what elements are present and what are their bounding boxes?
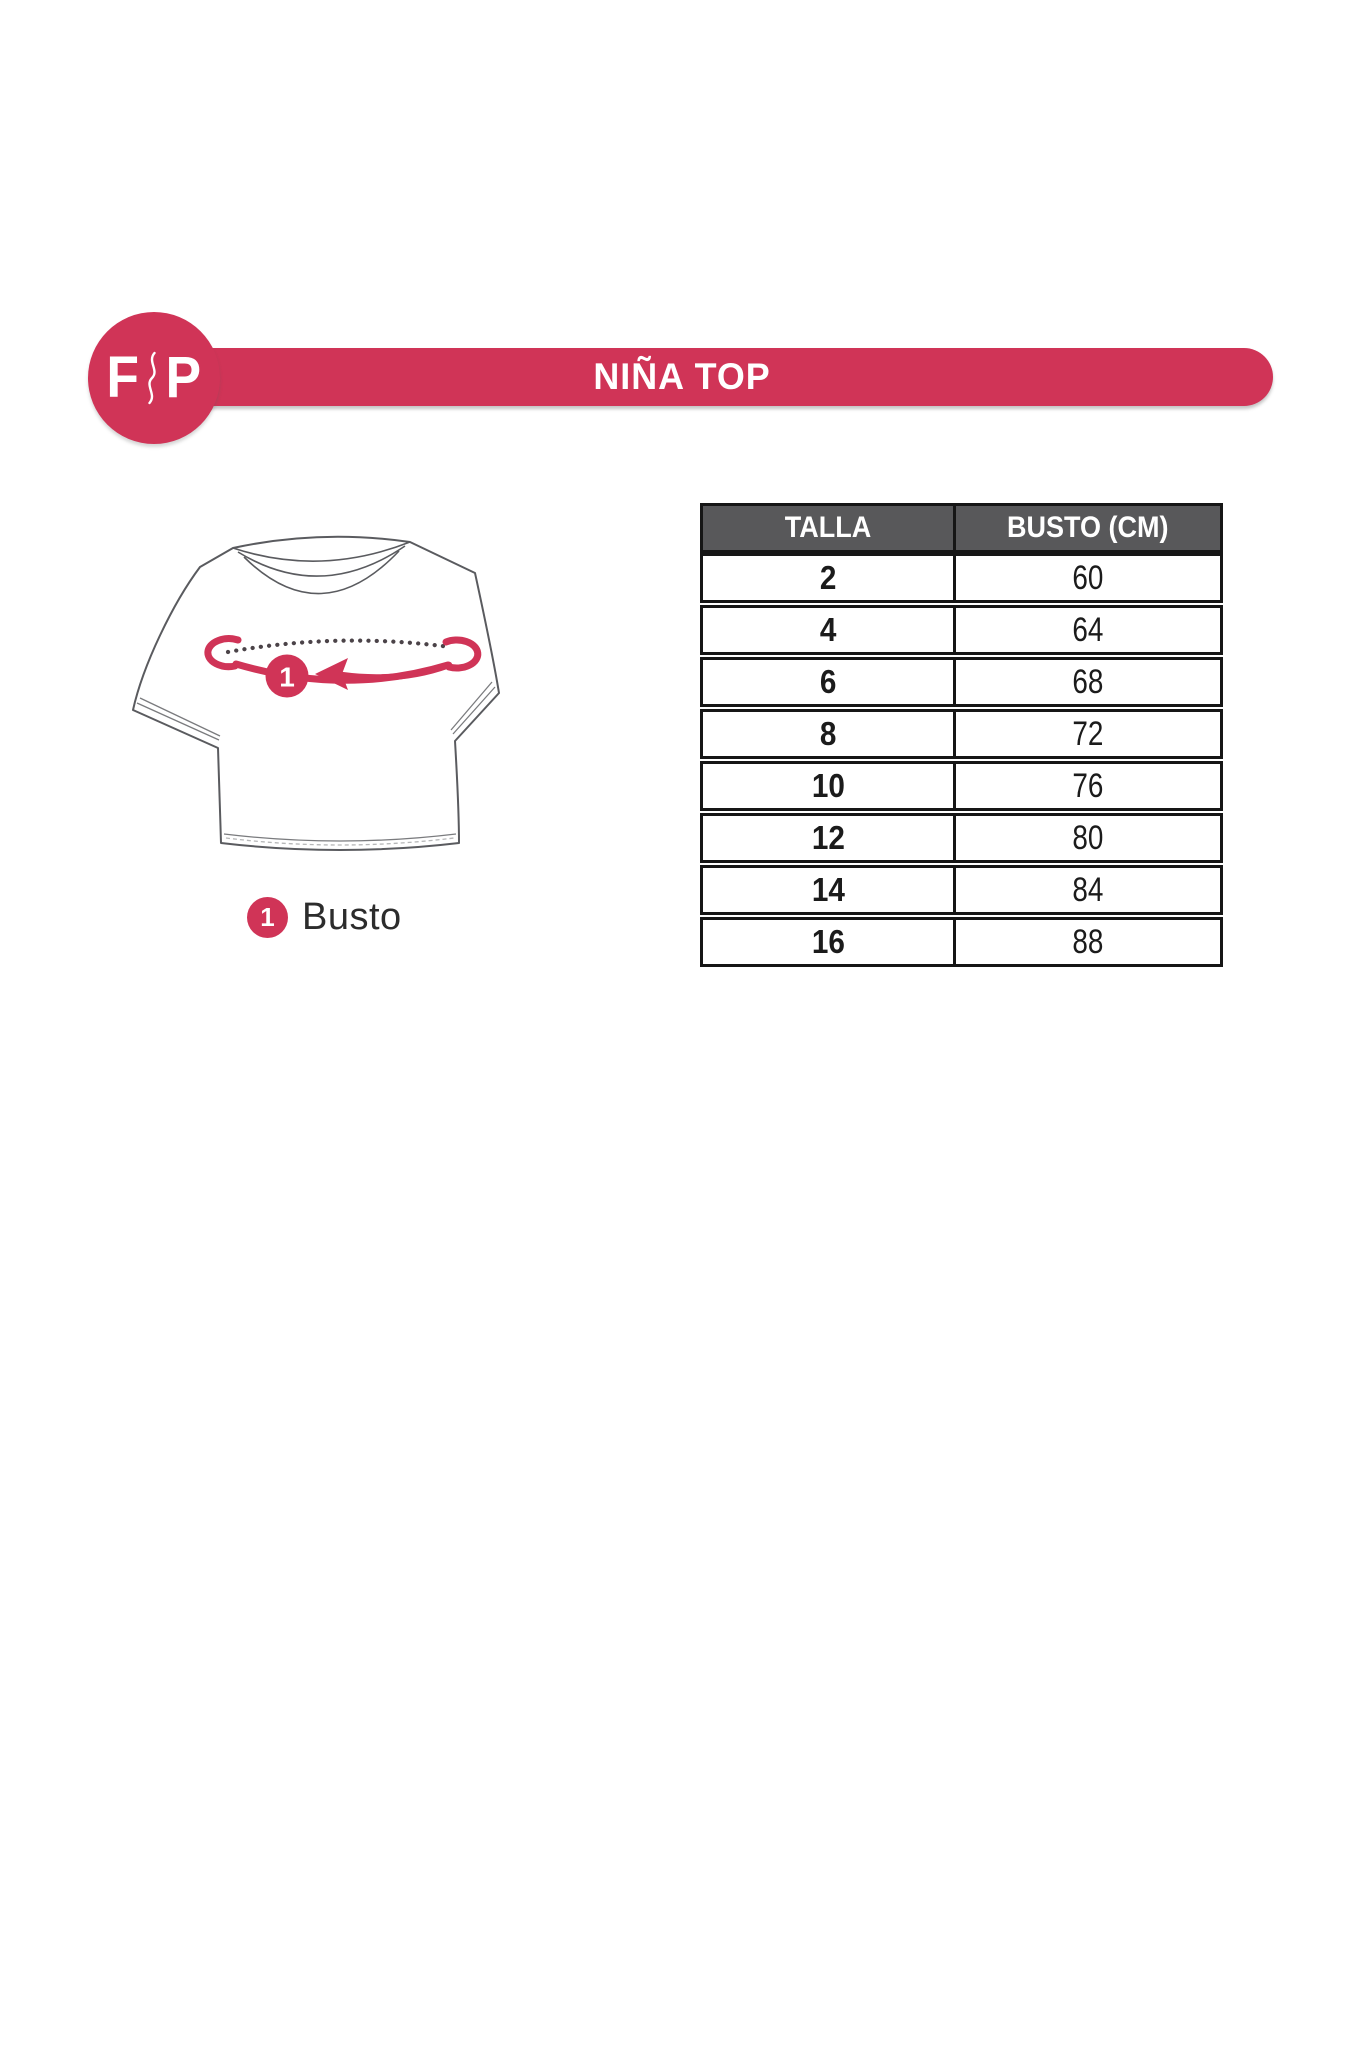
- busto-cell: 76: [953, 761, 1223, 811]
- talla-value: 14: [811, 871, 845, 908]
- talla-cell: 4: [700, 605, 956, 655]
- tape-right-end: [442, 636, 482, 672]
- table-body: 2 60 4 64 6 68 8 72 10 76 12 80 14 84 16 88: [700, 553, 1226, 967]
- bust-marker-number: 1: [279, 662, 295, 693]
- table-row: 4 64: [700, 605, 1226, 655]
- table-row: 16 88: [700, 917, 1226, 967]
- measure-arrow-line: [337, 661, 453, 681]
- table-row: 12 80: [700, 813, 1226, 863]
- busto-value: 80: [1072, 818, 1104, 857]
- busto-value: 68: [1072, 662, 1104, 701]
- talla-value: 6: [819, 663, 837, 700]
- brand-logo: F P: [88, 312, 220, 444]
- legend: 1 Busto: [247, 895, 402, 939]
- talla-cell: 14: [700, 865, 956, 915]
- table-header-row: TALLA BUSTO (CM): [700, 503, 1226, 553]
- logo-letter-p: P: [165, 345, 202, 410]
- busto-value: 72: [1072, 714, 1104, 753]
- legend-marker-circle: 1: [247, 896, 288, 938]
- table-row: 10 76: [700, 761, 1226, 811]
- shirt-illustration: 1: [132, 535, 500, 851]
- busto-value: 76: [1072, 766, 1104, 805]
- busto-cell: 72: [953, 709, 1223, 759]
- legend-label: Busto: [302, 895, 402, 938]
- page-title: NIÑA TOP: [593, 356, 771, 397]
- tape-left-end: [204, 635, 242, 671]
- legend-marker-number: 1: [260, 901, 275, 932]
- talla-value: 12: [811, 819, 845, 856]
- busto-cell: 80: [953, 813, 1223, 863]
- busto-value: 60: [1072, 558, 1104, 597]
- column-header: TALLA: [700, 503, 956, 553]
- table-row: 8 72: [700, 709, 1226, 759]
- busto-cell: 68: [953, 657, 1223, 707]
- talla-cell: 2: [700, 553, 956, 603]
- column-header-label: TALLA: [784, 511, 872, 544]
- busto-cell: 64: [953, 605, 1223, 655]
- busto-cell: 84: [953, 865, 1223, 915]
- title-banner: NIÑA TOP: [154, 348, 1273, 406]
- shirt-outline: [132, 535, 500, 851]
- size-table: TALLA BUSTO (CM) 2 60 4 64 6 68 8 72 10 76 12 80 14 84…: [700, 503, 1226, 967]
- collar-rib-lines: [232, 541, 411, 595]
- table-row: 6 68: [700, 657, 1226, 707]
- column-header-label: BUSTO (CM): [1007, 511, 1169, 544]
- talla-cell: 10: [700, 761, 956, 811]
- busto-cell: 60: [953, 553, 1223, 603]
- busto-value: 84: [1072, 870, 1104, 909]
- bust-marker-circle: [265, 654, 309, 698]
- table-row: 14 84: [700, 865, 1226, 915]
- talla-value: 4: [819, 611, 837, 648]
- busto-cell: 88: [953, 917, 1223, 967]
- column-header: BUSTO (CM): [953, 503, 1223, 553]
- talla-value: 2: [819, 559, 837, 596]
- table-row: 2 60: [700, 553, 1226, 603]
- talla-value: 8: [819, 715, 837, 752]
- talla-cell: 12: [700, 813, 956, 863]
- busto-value: 88: [1072, 922, 1104, 961]
- measure-arrowhead-icon: [315, 658, 348, 690]
- busto-value: 64: [1072, 610, 1104, 649]
- talla-cell: 16: [700, 917, 956, 967]
- talla-value: 16: [811, 923, 845, 960]
- stitch-lines: [136, 681, 496, 846]
- talla-cell: 6: [700, 657, 956, 707]
- talla-value: 10: [811, 767, 845, 804]
- talla-cell: 8: [700, 709, 956, 759]
- logo-squiggle-icon: [148, 351, 157, 405]
- logo-letter-f: F: [106, 345, 139, 410]
